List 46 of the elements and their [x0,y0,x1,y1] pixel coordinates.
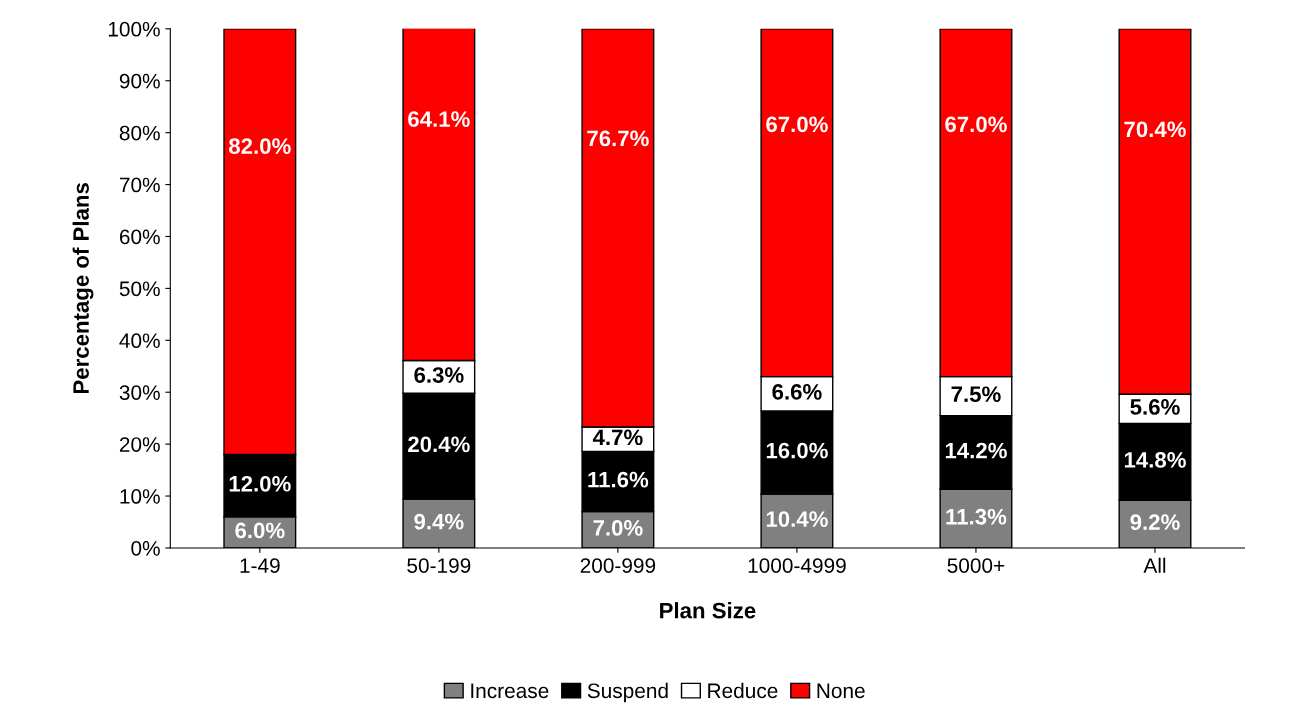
x-tick-label: 1000-4999 [748,558,846,573]
y-tick-label: 90% [119,73,160,89]
legend-label: Suspend [587,682,668,703]
x-tick-label: 200-999 [580,558,656,573]
y-tick-label: 60% [119,229,160,245]
data-label: 70.4% [1124,121,1186,138]
legend-label: Reduce [708,682,778,699]
data-label: 5.6% [1130,399,1180,415]
data-label: 7.5% [951,386,1001,403]
data-label: 6.6% [772,384,822,400]
y-tick-label: 0% [131,540,160,556]
y-tick-label: 30% [119,385,160,400]
data-label: 67.0% [945,116,1007,133]
legend-label: Increase [471,683,549,699]
x-tick-label: 50-199 [407,558,471,573]
data-label: 4.7% [592,429,643,446]
data-label: 6.3% [414,367,464,383]
x-tick-label: 1-49 [240,558,280,573]
y-tick-label: 80% [119,125,160,141]
data-label: 14.8% [1124,452,1186,468]
y-tick-label: 100% [108,21,160,37]
data-label: 11.3% [946,508,1007,525]
y-axis-title: Percentage of Plans [72,183,94,394]
x-tick-label: All [1143,557,1166,573]
data-label: 7.0% [593,520,643,536]
y-tick-label: 50% [119,281,160,297]
x-axis-title: Plan Size [660,602,756,619]
data-label: 9.2% [1130,514,1180,531]
data-label: 6.0% [235,522,285,539]
data-label: 64.1% [408,111,470,127]
data-label: 9.4% [414,513,464,530]
data-label: 82.0% [229,138,291,154]
x-tick-label: 5000+ [947,558,1005,573]
data-label: 16.0% [766,442,828,459]
data-label: 76.7% [587,130,649,147]
data-label: 10.4% [766,511,828,527]
y-tick-label: 70% [119,177,160,193]
y-tick-label: 10% [120,489,160,504]
legend-label: None [817,683,865,699]
data-label: 12.0% [229,475,291,492]
data-label: 11.6% [588,471,649,488]
y-tick-label: 20% [119,437,160,452]
data-label: 67.0% [766,116,828,133]
y-tick-label: 40% [119,333,160,349]
data-label: 20.4% [408,436,470,453]
data-label: 14.2% [945,442,1007,459]
